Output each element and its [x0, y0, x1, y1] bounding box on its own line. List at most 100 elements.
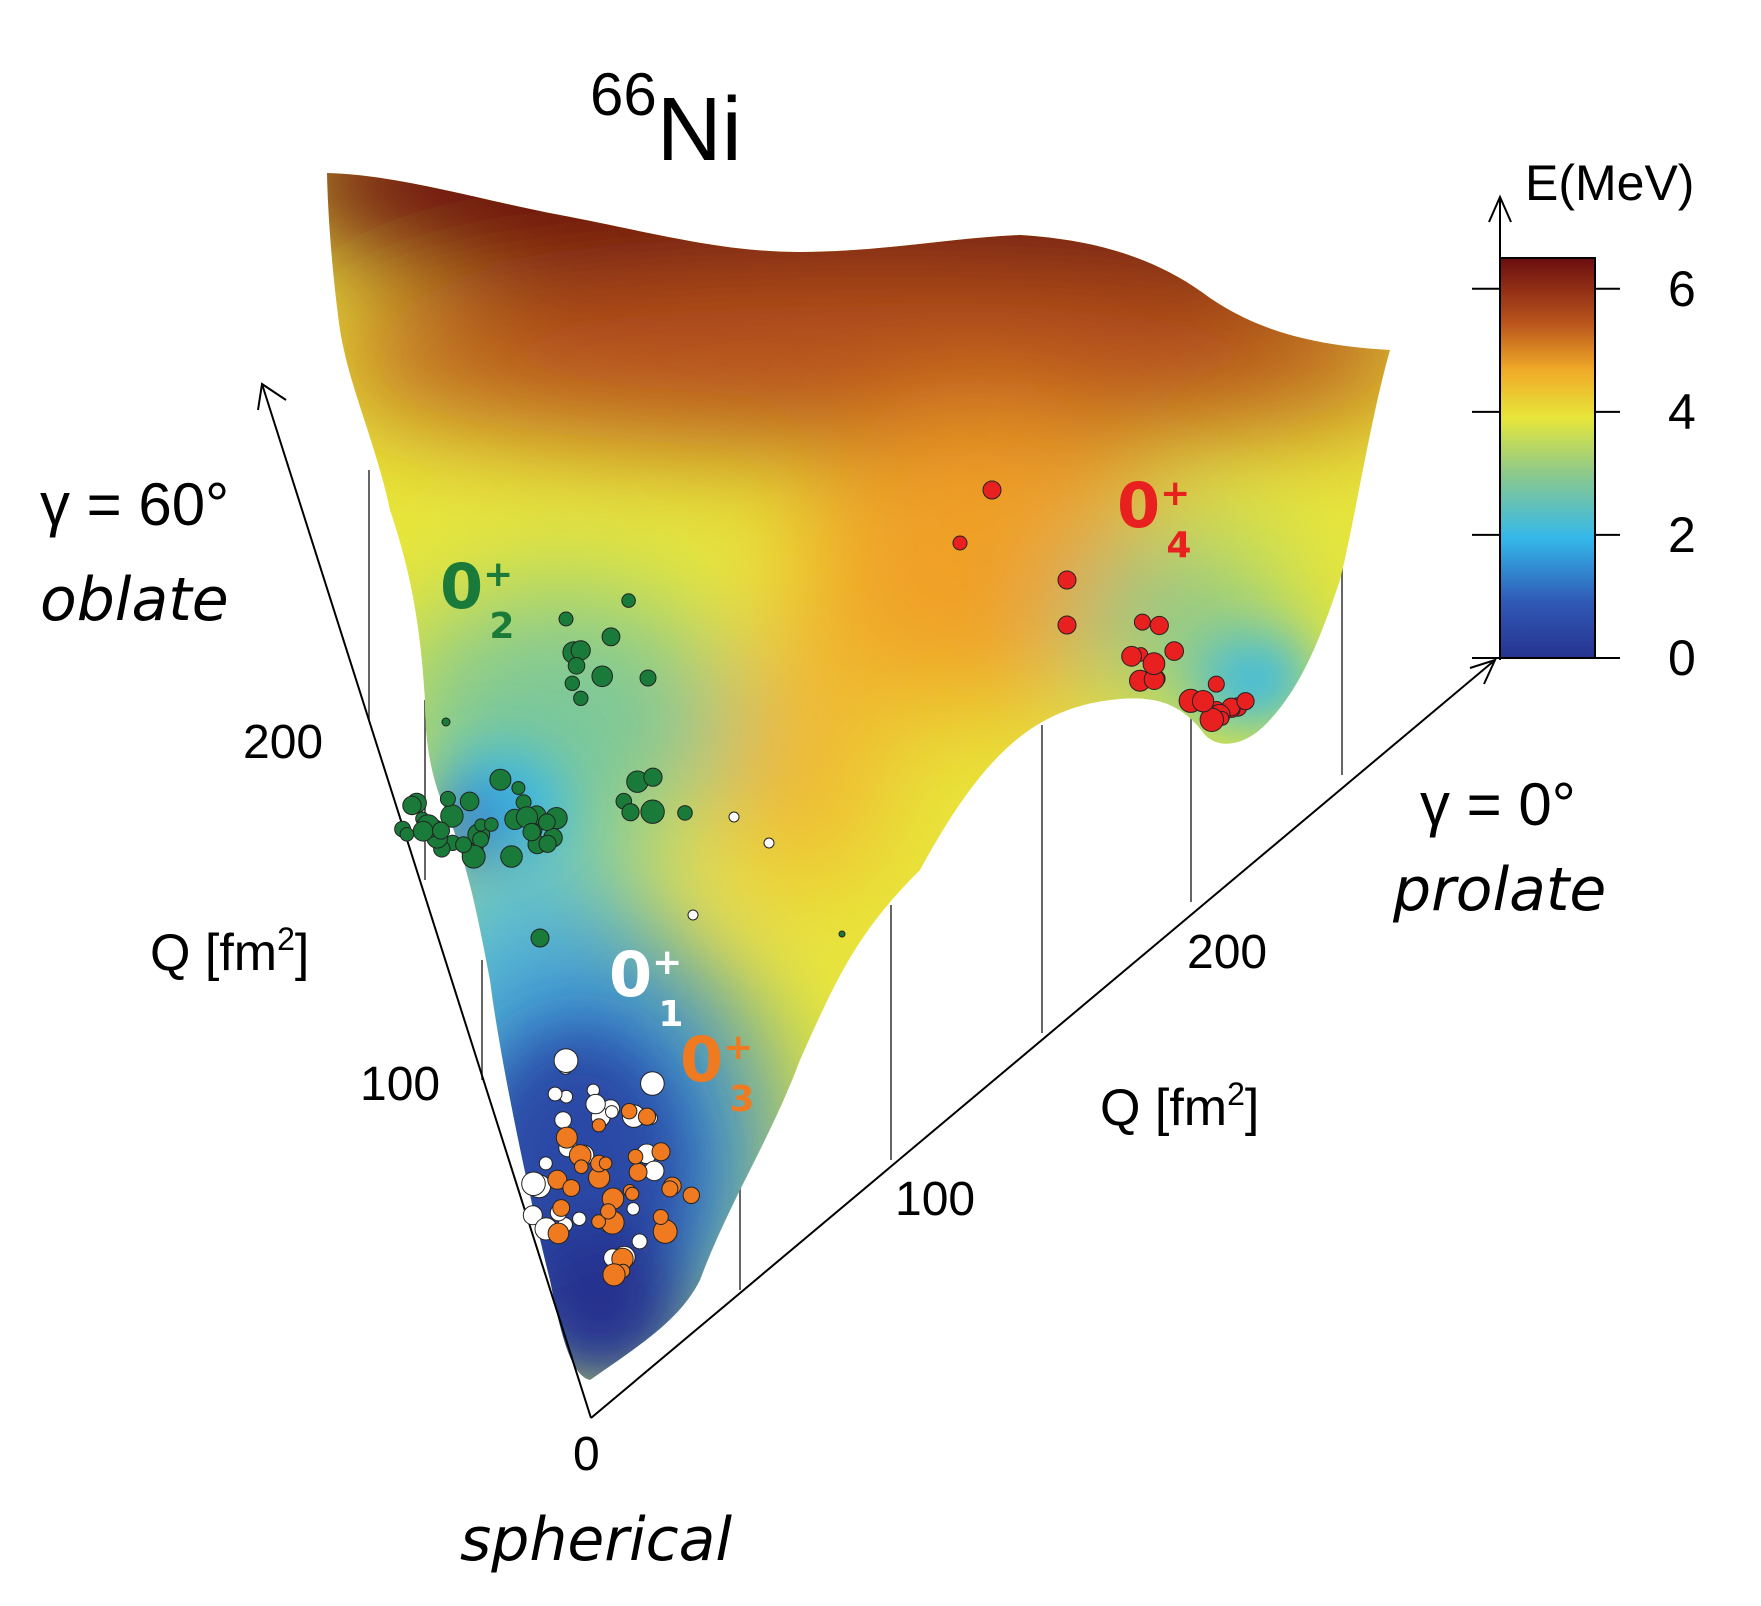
state-label-3: 0+ 3 [680, 1023, 754, 1120]
state-point-orange [652, 1209, 669, 1225]
state-point-green [412, 820, 434, 842]
state-point-white [585, 1093, 606, 1115]
state-label-sub: 4 [1166, 525, 1191, 566]
state-point-orange [547, 1169, 568, 1190]
state-point-white [728, 811, 740, 823]
state-point-green [455, 836, 472, 854]
colorbar-gradient [1499, 257, 1596, 659]
state-label-sup: + [652, 942, 682, 983]
state-point-green [621, 803, 640, 822]
prolate-q-end: ] [1245, 1079, 1259, 1137]
state-point-red [1191, 690, 1215, 713]
state-point-red [1133, 613, 1151, 631]
state-label-1: 0+ 1 [609, 938, 683, 1035]
state-point-green [522, 822, 541, 842]
state-label-base: 0 [440, 550, 483, 623]
state-point-green [432, 821, 450, 840]
state-point-green [591, 665, 614, 688]
oblate-q-label: Q [fm2] [150, 921, 309, 982]
oblate-q-sup: 2 [277, 921, 295, 957]
colorbar-ticks: 0 2 4 6 [1472, 261, 1696, 686]
state-point-green [639, 669, 657, 687]
prolate-tick-100: 100 [895, 1173, 975, 1226]
state-point-white [687, 909, 699, 921]
colorbar-tick-label: 4 [1668, 384, 1696, 440]
state-point-white [553, 1048, 579, 1073]
state-point-orange [625, 1186, 640, 1201]
state-point-green [538, 813, 556, 832]
oblate-tick-100: 100 [360, 1058, 440, 1111]
state-point-orange [552, 1199, 571, 1217]
state-point-green [677, 805, 693, 821]
origin-shape-label: spherical [460, 1505, 732, 1575]
oblate-shape-label: oblate [40, 565, 229, 635]
state-point-green [500, 845, 523, 868]
state-point-green [558, 611, 574, 627]
energy-surface [327, 173, 1390, 1380]
prolate-gamma-label: γ = 0° [1420, 771, 1576, 838]
state-point-white [626, 1202, 640, 1216]
state-point-red [1207, 675, 1225, 693]
state-point-white [631, 1233, 648, 1250]
state-point-orange [591, 1214, 606, 1229]
state-point-orange [574, 1159, 589, 1174]
state-point-green [484, 817, 499, 832]
state-label-base: 0 [680, 1023, 723, 1096]
title-element: Ni [657, 80, 742, 180]
prolate-q-sup: 2 [1227, 1076, 1245, 1112]
prolate-q-label: Q [fm2] [1100, 1076, 1259, 1137]
state-point-orange [661, 1180, 679, 1198]
state-point-green [570, 640, 591, 661]
state-point-orange [602, 1263, 626, 1287]
state-point-orange [621, 1103, 638, 1120]
state-label-sub: 2 [489, 606, 514, 647]
state-labels: 0+ 10+ 20+ 30+ 4 [440, 469, 1191, 1120]
prolate-shape-label: prolate [1392, 855, 1606, 925]
state-point-green [402, 795, 422, 816]
oblate-tick-200: 200 [243, 716, 323, 769]
oblate-axis [261, 383, 592, 1419]
state-point-orange [547, 1222, 570, 1245]
oblate-q-text: Q [fm [150, 924, 277, 982]
state-point-green [601, 627, 621, 647]
colorbar: E(MeV) 0 2 4 6 [1472, 155, 1696, 686]
colorbar-label: E(MeV) [1525, 155, 1694, 211]
oblate-q-end: ] [295, 924, 309, 982]
prolate-tick-200: 200 [1187, 926, 1267, 979]
colorbar-tick-label: 0 [1668, 630, 1696, 686]
chart-title: 66Ni [590, 61, 742, 180]
state-point-orange [600, 1203, 617, 1220]
state-label-sub: 1 [658, 994, 683, 1035]
colorbar-tick-label: 2 [1668, 507, 1696, 563]
state-label-base: 0 [1117, 469, 1160, 542]
state-point-green [538, 834, 557, 853]
energy-axis-arrowhead [1488, 194, 1512, 223]
state-point-red [952, 535, 968, 551]
state-point-red [982, 480, 1002, 500]
state-point-green [838, 930, 846, 938]
state-point-orange [628, 1162, 648, 1182]
state-point-green [489, 768, 512, 791]
state-label-sup: + [1160, 473, 1190, 514]
state-point-white [554, 1111, 572, 1129]
prolate-axis [590, 659, 1496, 1419]
state-point-white [572, 1211, 587, 1227]
oblate-axis-arrowhead [257, 382, 287, 411]
state-label-2: 0+ 2 [440, 550, 514, 647]
state-point-white [605, 1105, 619, 1119]
state-point-green [640, 799, 665, 824]
prolate-axis-arrowhead [1469, 658, 1497, 685]
state-point-orange [562, 1179, 581, 1197]
state-point-green [573, 690, 589, 706]
state-label-sub: 3 [729, 1079, 754, 1120]
state-point-orange [637, 1107, 657, 1126]
origin-tick: 0 [573, 1428, 600, 1481]
state-point-red [1149, 615, 1169, 636]
state-point-green [511, 781, 526, 795]
state-point-green [459, 791, 480, 812]
state-point-white [763, 837, 775, 849]
state-point-red [1164, 641, 1184, 661]
state-point-white [640, 1071, 665, 1096]
state-point-orange [598, 1156, 613, 1171]
